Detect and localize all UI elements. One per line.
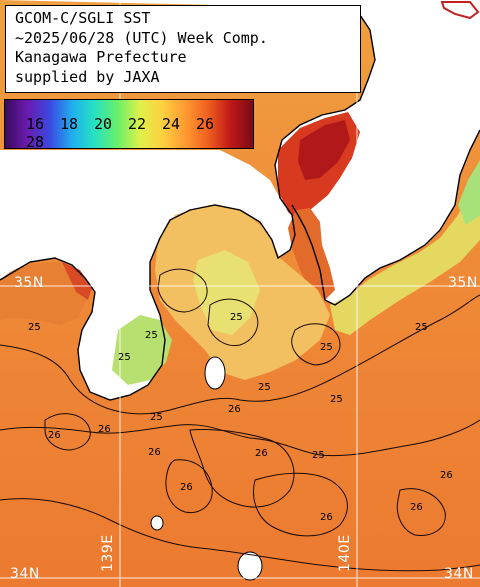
contour-label: 26 [440,470,453,481]
contour-label: 25 [320,342,333,353]
island-oshima [204,356,226,390]
sagami-bay-cool [193,250,260,335]
contour-label: 25 [145,330,158,341]
legend-tick: 18 [60,115,79,133]
legend-tick: 26 [196,115,215,133]
contour-label: 26 [410,502,423,513]
legend-tick: 22 [128,115,147,133]
color-legend: 16 18 20 22 24 26 28 [4,99,254,149]
title-panel: GCOM-C/SGLI SST ~2025/06/28 (UTC) Week C… [5,5,361,93]
legend-ticks: 16 18 20 22 24 26 28 [26,115,253,149]
contour-label: 25 [150,412,163,423]
title-line-region: Kanagawa Prefecture [15,48,187,66]
lat-label-34n-left: 34N [10,566,40,582]
lat-label-34n-right: 34N [444,566,474,582]
title-line-product: GCOM-C/SGLI SST [15,9,151,27]
legend-tick: 20 [94,115,113,133]
izu-coast-green [112,315,172,385]
contour-label: 25 [415,322,428,333]
contour-label: 25 [230,312,243,323]
legend-tick: 28 [26,133,45,149]
island-toshima [150,515,164,531]
contour-label: 26 [228,404,241,415]
lon-label-139e: 139E [100,534,116,572]
contour-label: 26 [98,424,111,435]
island-top-right [440,1,480,20]
contour-label: 25 [312,450,325,461]
legend-tick: 16 [26,115,45,133]
island-niijima [237,551,263,581]
land-mass-izu [0,0,295,400]
contour-label: 25 [330,394,343,405]
bay-inner [288,208,335,300]
lon-label-140e: 140E [337,534,353,572]
contour-labels: 25 25 25 25 25 25 25 26 26 26 26 26 26 2… [28,312,453,523]
contour-label: 26 [255,448,268,459]
left-bay-warm [0,262,90,325]
isotherm-contours [0,268,480,572]
contour-label: 25 [118,352,131,363]
left-bay-hot [62,262,92,300]
contour-label: 26 [180,482,193,493]
title-line-date: ~2025/06/28 (UTC) Week Comp. [15,28,268,47]
contour-label: 25 [28,322,41,333]
contour-label: 26 [320,512,333,523]
land-mass [0,0,480,305]
bay-hot [298,120,350,180]
lat-label-35n-left: 35N [14,275,44,291]
coastal-green [458,160,480,225]
title-line-supplier: supplied by JAXA [15,67,160,86]
coastal-cool [330,175,480,335]
contour-label: 26 [148,447,161,458]
coastline-outline [0,14,480,401]
contour-label: 25 [258,382,271,393]
lat-label-35n-right: 35N [448,275,478,291]
legend-tick: 24 [162,115,181,133]
contour-label: 26 [48,430,61,441]
